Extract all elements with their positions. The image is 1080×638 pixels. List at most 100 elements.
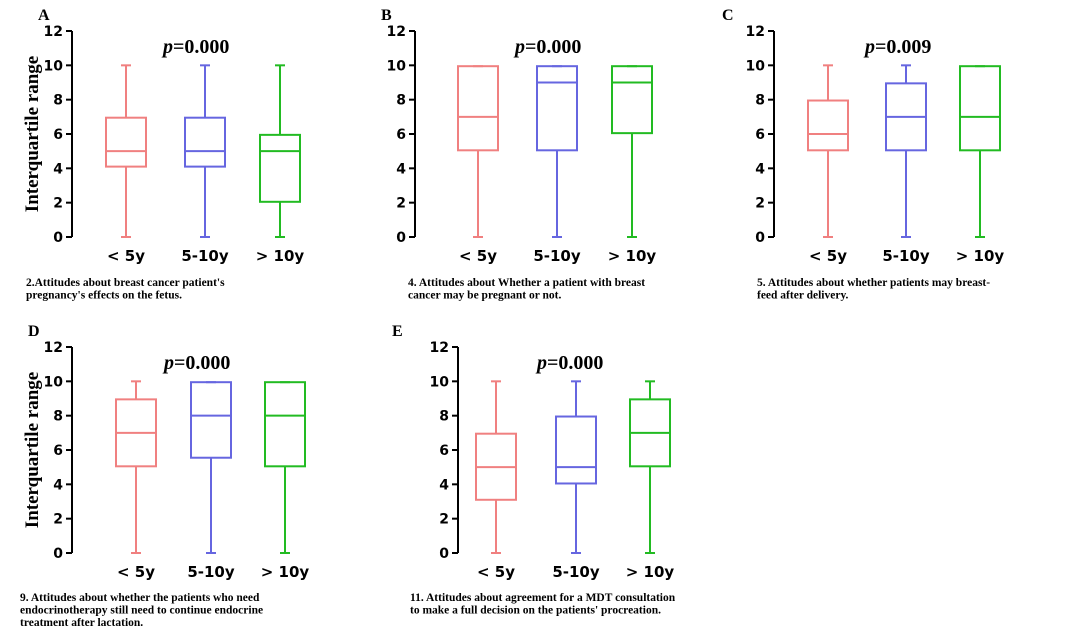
category-label: > 10y <box>608 247 657 265</box>
caption-line: 2.Attitudes about breast cancer patient'… <box>26 277 225 289</box>
panel-c: C 0 2 4 6 8 10 12 < 5y 5-10y > 10y p=0.009 5. Attitu… <box>722 7 1004 302</box>
y-tick-label: 2 <box>53 512 63 528</box>
box-1 <box>475 380 517 554</box>
y-tick-label: 0 <box>53 546 63 562</box>
caption-line: 11. Attitudes about agreement for a MDT … <box>410 592 676 604</box>
iqr-box <box>264 381 306 468</box>
box-1 <box>457 65 499 238</box>
y-tick-label: 12 <box>44 340 63 356</box>
y-tick-label: 0 <box>396 230 406 246</box>
y-tick-label: 10 <box>387 58 407 74</box>
y-tick-label: 0 <box>439 546 449 562</box>
category-label: 5-10y <box>882 247 930 265</box>
y-tick-label: 6 <box>755 127 765 143</box>
y-tick-label: 12 <box>430 340 449 356</box>
iqr-box <box>611 65 653 135</box>
y-tick-label: 2 <box>755 196 765 212</box>
iqr-box <box>555 415 597 485</box>
y-tick-label: 10 <box>746 58 766 74</box>
p-value-annotation: p=0.000 <box>513 36 581 58</box>
y-tick-label: 12 <box>746 24 765 40</box>
y-tick-label: 8 <box>53 93 63 109</box>
y-tick-label: 6 <box>53 127 63 143</box>
category-label: 5-10y <box>552 563 600 581</box>
category-label: < 5y <box>477 563 515 581</box>
panel-letter: C <box>722 7 734 24</box>
y-tick-label: 10 <box>44 374 64 390</box>
p-value-annotation: p=0.009 <box>863 36 931 58</box>
p-value: =0.000 <box>174 352 230 374</box>
caption-line: 9. Attitudes about whether the patients … <box>20 592 260 604</box>
box-2 <box>184 64 226 238</box>
iqr-box <box>105 116 147 168</box>
p-symbol: p <box>161 36 173 58</box>
iqr-box <box>536 65 578 152</box>
p-value: =0.000 <box>173 36 229 58</box>
category-label: < 5y <box>459 247 497 265</box>
panel-letter: D <box>28 323 40 340</box>
y-tick-label: 6 <box>439 443 449 459</box>
category-label: 5-10y <box>187 563 235 581</box>
y-tick-label: 8 <box>396 93 406 109</box>
y-tick-label: 8 <box>439 409 449 425</box>
caption-line: to make a full decision on the patients'… <box>410 605 661 617</box>
y-tick-label: 6 <box>396 127 406 143</box>
p-symbol: p <box>513 36 525 58</box>
y-tick-label: 12 <box>44 24 63 40</box>
y-tick-label: 0 <box>755 230 765 246</box>
box-2 <box>536 65 578 238</box>
box-1 <box>115 380 157 554</box>
y-tick-label: 2 <box>396 196 406 212</box>
p-symbol: p <box>535 352 547 374</box>
category-label: > 10y <box>956 247 1005 265</box>
p-value-annotation: p=0.000 <box>161 36 229 58</box>
caption-line: cancer may be pregnant or not. <box>408 290 561 302</box>
y-tick-label: 4 <box>755 161 765 177</box>
y-tick-label: 4 <box>53 161 63 177</box>
category-label: > 10y <box>261 563 310 581</box>
category-label: > 10y <box>626 563 675 581</box>
iqr-box <box>190 381 232 459</box>
box-2 <box>555 380 597 554</box>
box-2 <box>885 64 927 238</box>
box-1 <box>105 64 147 238</box>
caption-line: endocrinotherapy still need to continue … <box>20 605 263 617</box>
box-3 <box>959 65 1001 238</box>
iqr-box <box>259 133 301 203</box>
y-tick-label: 8 <box>755 93 765 109</box>
category-label: < 5y <box>809 247 847 265</box>
p-value: =0.000 <box>547 352 603 374</box>
y-tick-label: 4 <box>53 477 63 493</box>
y-tick-label: 10 <box>430 374 450 390</box>
category-label: 5-10y <box>181 247 229 265</box>
p-value-annotation: p=0.000 <box>162 352 230 374</box>
p-value: =0.009 <box>875 36 931 58</box>
box-3 <box>259 64 301 238</box>
p-symbol: p <box>162 352 174 374</box>
p-symbol: p <box>863 36 875 58</box>
caption-line: pregnancy's effects on the fetus. <box>26 290 182 302</box>
panel-letter: B <box>381 7 392 24</box>
y-tick-label: 0 <box>53 230 63 246</box>
caption-line: feed after delivery. <box>757 290 849 302</box>
p-value-annotation: p=0.000 <box>535 352 603 374</box>
category-label: > 10y <box>256 247 305 265</box>
y-tick-label: 2 <box>439 512 449 528</box>
y-tick-label: 4 <box>439 477 449 493</box>
category-label: < 5y <box>107 247 145 265</box>
iqr-box <box>959 65 1001 152</box>
box-2 <box>190 381 232 554</box>
y-tick-label: 6 <box>53 443 63 459</box>
category-label: 5-10y <box>533 247 581 265</box>
y-axis-label: Interquartile range <box>22 372 43 528</box>
y-tick-label: 12 <box>387 24 406 40</box>
p-value: =0.000 <box>525 36 581 58</box>
box-1 <box>807 64 849 238</box>
caption-line: 5. Attitudes about whether patients may … <box>757 277 990 289</box>
box-3 <box>629 380 671 554</box>
panel-e: E 0 2 4 6 8 10 12 < 5y 5-10y > 10y p=0.000 11. Attit… <box>392 323 676 617</box>
